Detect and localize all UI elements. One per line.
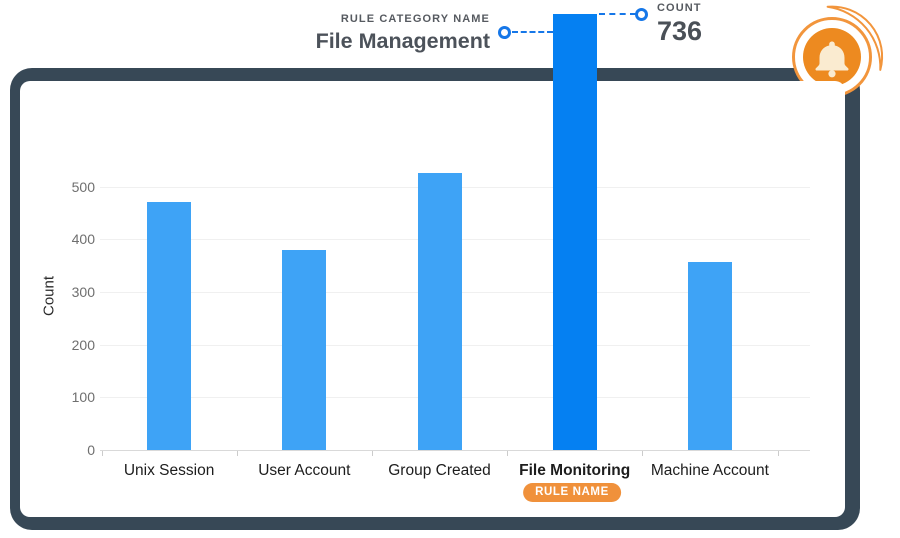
count-label: COUNT [657,2,702,14]
bar-group-created[interactable] [417,173,462,450]
right-connector-line [599,13,636,15]
bell-glyph [815,41,849,71]
left-connector-line [512,31,553,33]
bar-machine-account[interactable] [687,261,732,450]
rule-name-badge: RULE NAME [523,483,621,502]
notification-bell-icon[interactable] [770,0,900,126]
bell-clapper [828,70,836,78]
connector-dot-icon [498,26,511,39]
count-value: 736 [657,16,703,46]
y-axis-title: Count [40,275,58,317]
bar-user-account[interactable] [282,249,327,450]
swoosh-arc-icon [826,5,884,71]
count-annotation: COUNT 736 [657,2,702,47]
connector-dot-icon [635,8,648,21]
rule-category-label: RULE CATEGORY NAME [340,13,490,25]
bell-badge-svg [792,5,884,97]
rule-category-value: File Management [315,29,490,53]
bar-unix-session[interactable] [147,202,192,450]
rule-category-annotation: RULE CATEGORY NAME File Management [240,13,490,54]
bar-file-monitoring[interactable] [552,14,597,450]
